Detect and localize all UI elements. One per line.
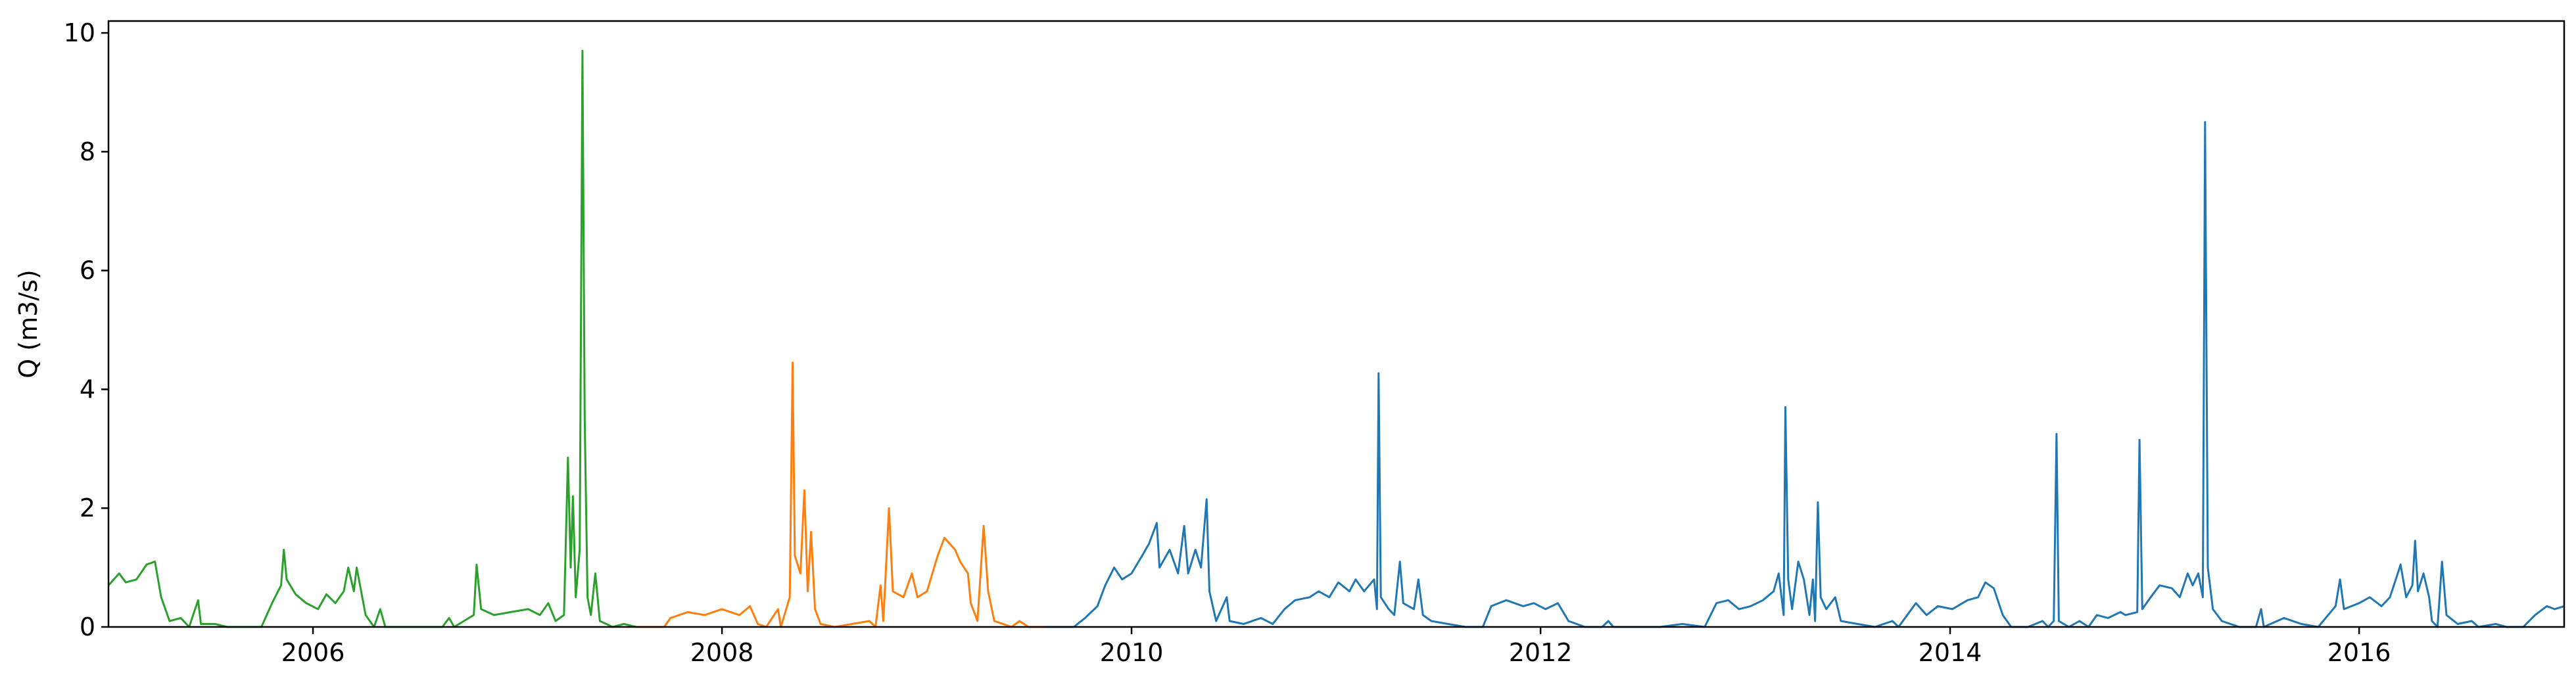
flow-series-line-2 bbox=[636, 361, 1046, 628]
y-tick-label: 0 bbox=[80, 612, 95, 641]
x-tick-label: 2008 bbox=[690, 638, 754, 667]
x-tick-label: 2016 bbox=[2327, 638, 2391, 667]
y-tick-label: 10 bbox=[64, 18, 95, 47]
x-tick-label: 2012 bbox=[1509, 638, 1573, 667]
y-tick-label: 8 bbox=[80, 137, 95, 166]
y-tick-label: 2 bbox=[80, 494, 95, 522]
y-axis-label: Q (m3/s) bbox=[14, 269, 43, 378]
y-tick-label: 4 bbox=[80, 375, 95, 404]
x-axis: 2006 2008 2010 2012 2014 2016 bbox=[281, 627, 2391, 667]
x-tick-label: 2006 bbox=[281, 638, 345, 667]
y-tick-label: 6 bbox=[80, 256, 95, 285]
flow-series-line-3 bbox=[1045, 121, 2565, 628]
y-axis: 0 2 4 6 8 10 bbox=[64, 18, 108, 641]
plot-frame bbox=[107, 20, 2565, 628]
x-tick-label: 2010 bbox=[1100, 638, 1164, 667]
x-tick-label: 2014 bbox=[1919, 638, 1982, 667]
